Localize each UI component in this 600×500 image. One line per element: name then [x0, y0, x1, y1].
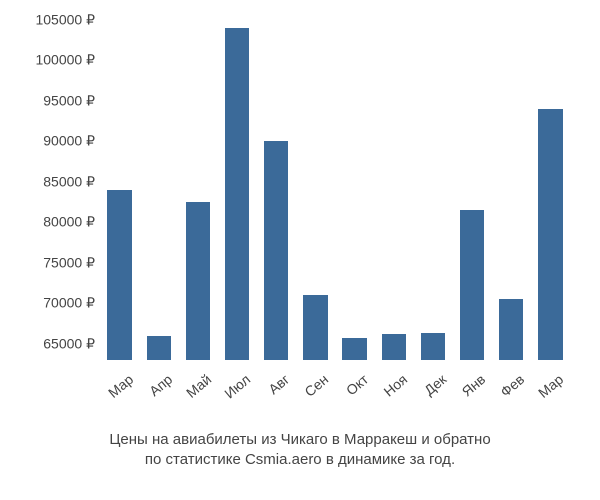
plot-area: [100, 20, 570, 360]
caption-line-1: Цены на авиабилеты из Чикаго в Марракеш …: [109, 431, 490, 448]
bar: [460, 210, 484, 360]
bar: [186, 202, 210, 360]
x-axis: Мар Апр МайИюл Авг Сен Окт Ноя Дек Янв Фев Мар: [100, 365, 570, 425]
y-axis: 65000 ₽ 70000 ₽ 75000 ₽ 80000 ₽ 85000 ₽ 90000…: [0, 20, 95, 360]
bars-container: [100, 20, 570, 360]
x-tick-label: Мар: [105, 371, 136, 401]
chart-caption: Цены на авиабилеты из Чикаго в Марракеш …: [0, 430, 600, 471]
x-tick-label: Сен: [302, 371, 332, 400]
y-tick-label: 90000 ₽: [43, 133, 95, 150]
y-tick-label: 70000 ₽: [43, 295, 95, 312]
x-tick-label: Ноя: [380, 371, 410, 400]
bar: [382, 334, 406, 360]
y-tick-label: 95000 ₽: [43, 92, 95, 109]
bar: [147, 336, 171, 360]
x-tick-label: Апр: [146, 371, 175, 399]
x-tick-label: Окт: [343, 371, 371, 398]
caption-line-2: по статистике Csmia.aero в динамике за г…: [145, 451, 455, 468]
y-tick-label: 100000 ₽: [35, 52, 95, 69]
x-tick-label: Май: [183, 371, 214, 401]
y-tick-label: 105000 ₽: [35, 12, 95, 29]
bar: [107, 190, 131, 360]
y-tick-label: 85000 ₽: [43, 173, 95, 190]
bar: [225, 28, 249, 360]
x-tick-label: Янв: [459, 371, 489, 400]
bar: [264, 141, 288, 360]
x-tick-label: Авг: [265, 371, 292, 397]
y-tick-label: 80000 ₽: [43, 214, 95, 231]
bar: [538, 109, 562, 360]
x-tick-label: Фев: [497, 371, 527, 400]
x-tick-label: Дек: [421, 371, 449, 398]
y-tick-label: 75000 ₽: [43, 254, 95, 271]
bar: [421, 333, 445, 360]
y-tick-label: 65000 ₽: [43, 335, 95, 352]
bar: [342, 338, 366, 360]
bar: [499, 299, 523, 360]
bar: [303, 295, 327, 360]
price-chart: 65000 ₽ 70000 ₽ 75000 ₽ 80000 ₽ 85000 ₽ 90000…: [0, 0, 600, 500]
x-tick-label: Мар: [535, 371, 566, 401]
x-tick-label: Июл: [221, 371, 253, 402]
